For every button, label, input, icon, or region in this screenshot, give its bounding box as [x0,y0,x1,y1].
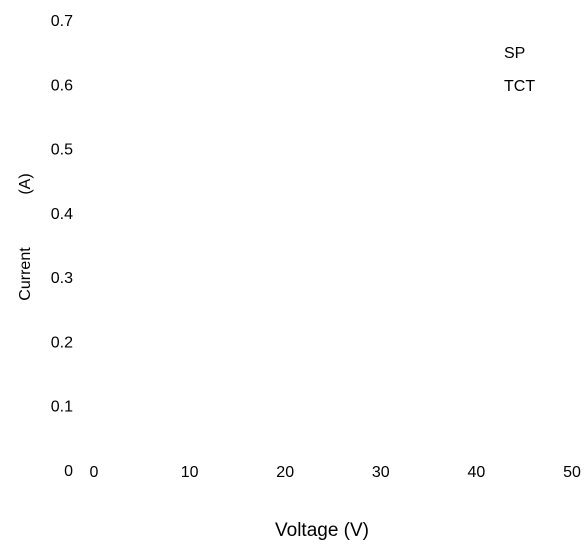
x-tick-label: 0 [90,464,99,481]
y-tick-label: 0.3 [51,270,73,287]
x-axis-label: Voltage (V) [275,520,369,541]
y-axis-label: Current (A) [17,173,34,300]
x-tick-label: 20 [276,464,294,481]
legend-entry: TCT [504,78,535,95]
x-tick-label: 40 [468,464,486,481]
x-tick-label: 30 [372,464,390,481]
y-tick-label: 0.5 [51,142,73,159]
x-tick-label: 10 [181,464,199,481]
x-axis-ticks: 0 10 20 30 40 50 [90,464,581,481]
x-tick-label: 50 [563,464,581,481]
y-tick-label: 0.1 [51,399,73,416]
y-axis-label-part: (A) [17,173,34,194]
y-tick-label: 0.4 [51,206,73,223]
y-axis-label-part: Current [17,247,34,301]
y-tick-label: 0 [64,463,73,480]
legend: SP TCT [504,45,535,95]
y-tick-label: 0.7 [51,13,73,30]
legend-entry: SP [504,45,525,62]
y-tick-label: 0.6 [51,77,73,94]
y-axis-ticks: 0 0.1 0.2 0.3 0.4 0.5 0.6 0.7 [51,13,73,480]
y-tick-label: 0.2 [51,334,73,351]
